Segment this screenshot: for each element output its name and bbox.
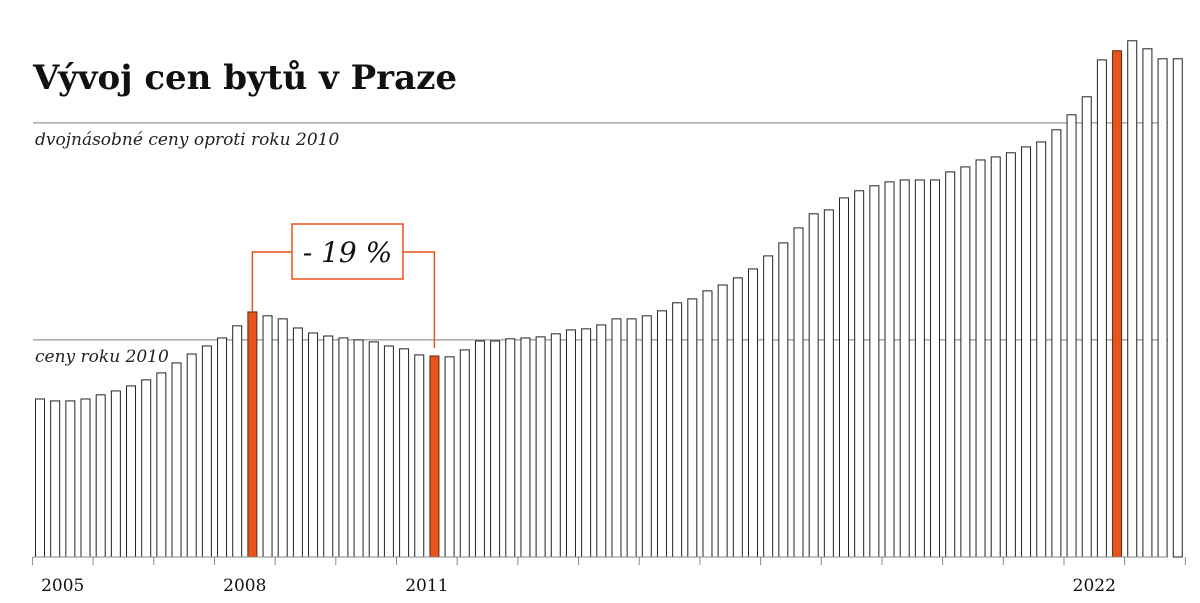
- bar: [550, 333, 561, 558]
- bar: [338, 337, 349, 558]
- bar: [793, 227, 804, 558]
- bar: [1051, 129, 1062, 558]
- bar: [368, 341, 379, 558]
- bar: [217, 337, 228, 558]
- bar: [535, 336, 546, 558]
- bar: [277, 318, 288, 558]
- bar: [1172, 58, 1183, 558]
- bar: [778, 242, 789, 558]
- bar: [232, 325, 243, 558]
- bar: [687, 298, 698, 558]
- bar: [899, 179, 910, 558]
- bar: [429, 355, 440, 558]
- bar: [626, 318, 637, 558]
- bar: [308, 332, 319, 558]
- bar: [672, 302, 683, 558]
- bar: [1112, 50, 1123, 558]
- bar: [247, 311, 258, 558]
- annotation-bracket: [403, 251, 436, 348]
- bar: [292, 327, 303, 558]
- bar: [459, 349, 470, 558]
- bar: [717, 284, 728, 558]
- x-tick-label: 2005: [41, 576, 84, 596]
- bar: [1005, 152, 1016, 558]
- bar: [747, 268, 758, 558]
- bar: [490, 340, 501, 558]
- bar: [186, 353, 197, 558]
- bar: [975, 159, 986, 558]
- bar: [945, 171, 956, 558]
- x-tick-label: 2022: [1073, 576, 1116, 596]
- bar: [201, 345, 212, 558]
- bar: [732, 277, 743, 558]
- bar: [1157, 58, 1168, 558]
- bar: [990, 156, 1001, 558]
- bar: [171, 362, 182, 558]
- x-tick-label: 2011: [405, 576, 448, 596]
- bar: [65, 400, 76, 558]
- bar: [596, 324, 607, 558]
- bar: [262, 315, 273, 558]
- bar: [641, 315, 652, 558]
- bar: [960, 166, 971, 558]
- bar: [80, 398, 91, 558]
- x-tick-label: 2008: [223, 576, 266, 596]
- bar: [50, 400, 61, 558]
- bar: [702, 290, 713, 558]
- bar: [1066, 114, 1077, 558]
- bar: [611, 318, 622, 558]
- bar: [869, 185, 880, 558]
- bar: [1081, 96, 1092, 558]
- bar: [1142, 48, 1153, 558]
- bar: [930, 179, 941, 558]
- bar: [1021, 146, 1032, 558]
- bar: [414, 354, 425, 558]
- bar: [444, 356, 455, 558]
- annotation-text: - 19 %: [303, 236, 393, 269]
- bar: [1096, 59, 1107, 558]
- bar: [126, 385, 137, 558]
- bar: [565, 329, 576, 558]
- chart-title: Vývoj cen bytů v Praze: [32, 58, 457, 98]
- bar: [474, 340, 485, 558]
- bar: [854, 190, 865, 558]
- bar: [1036, 141, 1047, 558]
- bar: [656, 310, 667, 558]
- bar: [95, 394, 106, 558]
- bar: [323, 335, 334, 558]
- bar: [1127, 40, 1138, 558]
- annotation-bracket: [251, 251, 292, 312]
- bar: [35, 398, 45, 558]
- bar: [110, 390, 121, 558]
- bar: [763, 255, 774, 558]
- bar: [141, 379, 152, 558]
- bar: [914, 179, 925, 558]
- bar: [808, 213, 819, 558]
- bar: [399, 348, 410, 558]
- annotation-box: [291, 223, 404, 280]
- bar: [520, 337, 531, 558]
- bar: [353, 339, 364, 558]
- reference-label: dvojnásobné ceny oproti roku 2010: [35, 130, 339, 150]
- bar: [383, 345, 394, 558]
- reference-label: ceny roku 2010: [35, 347, 169, 367]
- bar: [884, 181, 895, 558]
- bar: [581, 328, 592, 558]
- bar: [839, 197, 850, 558]
- bar: [505, 338, 516, 558]
- bar: [156, 372, 167, 558]
- bar: [823, 209, 834, 558]
